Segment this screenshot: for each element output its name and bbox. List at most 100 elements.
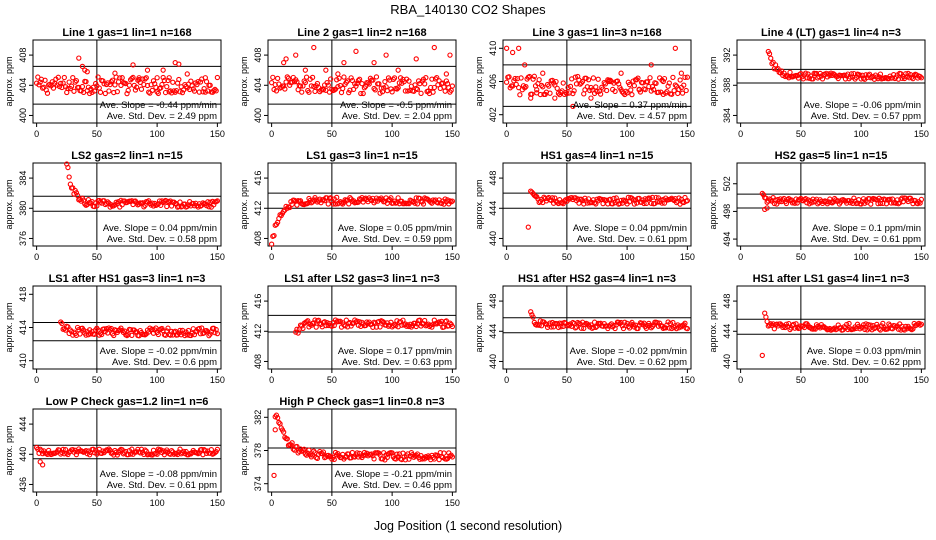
panel-title: Line 4 (LT) gas=1 lin=4 n=3 bbox=[761, 27, 901, 39]
data-point bbox=[589, 87, 595, 93]
y-tick-label: 382 bbox=[253, 410, 263, 425]
data-point bbox=[125, 87, 131, 94]
data-point bbox=[512, 75, 518, 82]
y-tick-label: 400 bbox=[253, 108, 263, 123]
data-point bbox=[126, 82, 133, 88]
data-point bbox=[816, 73, 822, 80]
data-point bbox=[377, 324, 383, 330]
data-point bbox=[682, 74, 688, 81]
data-point bbox=[150, 78, 157, 84]
data-point bbox=[660, 78, 666, 85]
data-point bbox=[587, 87, 593, 94]
data-point bbox=[155, 331, 161, 338]
data-point bbox=[293, 329, 299, 335]
data-point bbox=[320, 87, 327, 93]
y-tick-label: 408 bbox=[18, 48, 28, 63]
x-tick-label: 50 bbox=[92, 498, 102, 508]
data-point bbox=[50, 85, 57, 91]
y-tick-label: 412 bbox=[253, 324, 263, 339]
data-point bbox=[281, 429, 287, 435]
panel-title: HS1 after HS2 gas=4 lin=1 n=3 bbox=[518, 273, 676, 285]
data-point bbox=[376, 318, 382, 325]
data-point bbox=[547, 90, 553, 96]
chart-panel: Line 1 gas=1 lin=1 n=168 0 50 100 150 400 404 4… bbox=[4, 27, 225, 139]
x-tick-label: 150 bbox=[445, 252, 460, 262]
panel-title: Line 1 gas=1 lin=1 n=168 bbox=[62, 27, 191, 39]
slope-annotation: Ave. Slope = 0.04 ppm/min bbox=[573, 223, 687, 234]
data-point bbox=[449, 454, 456, 460]
data-point bbox=[400, 317, 406, 323]
data-point bbox=[73, 78, 80, 84]
data-point bbox=[766, 51, 773, 57]
y-tick-label: 448 bbox=[488, 171, 498, 186]
data-point bbox=[79, 83, 86, 90]
y-tick-label: 408 bbox=[253, 354, 263, 369]
y-tick-label: 440 bbox=[488, 354, 498, 369]
chart-panel: LS1 after LS2 gas=3 lin=1 n=3 0 50 100 150 40… bbox=[239, 273, 460, 385]
x-tick-label: 100 bbox=[620, 129, 635, 139]
data-point bbox=[442, 88, 448, 94]
data-point bbox=[71, 88, 77, 94]
y-tick-label: 384 bbox=[18, 171, 28, 186]
data-point bbox=[37, 79, 43, 85]
chart-panel: HS1 after LS1 gas=4 lin=1 n=3 0 50 100 150 44… bbox=[708, 273, 929, 385]
panel-title: HS2 gas=5 lin=1 n=15 bbox=[775, 150, 888, 162]
x-tick-label: 100 bbox=[150, 498, 165, 508]
data-point bbox=[846, 320, 852, 327]
data-point bbox=[570, 103, 576, 110]
data-point bbox=[614, 78, 621, 84]
y-tick-label: 378 bbox=[253, 443, 263, 458]
data-point bbox=[130, 74, 136, 81]
y-tick-label: 444 bbox=[488, 324, 498, 339]
data-point bbox=[554, 85, 560, 91]
y-tick-label: 444 bbox=[18, 417, 28, 432]
y-tick-label: 388 bbox=[722, 78, 732, 93]
data-point bbox=[653, 194, 659, 201]
figure-title: RBA_140130 CO2 Shapes bbox=[390, 2, 546, 17]
x-tick-label: 100 bbox=[620, 375, 635, 385]
x-tick-label: 150 bbox=[914, 252, 929, 262]
data-point bbox=[431, 44, 437, 51]
data-point bbox=[274, 415, 281, 421]
data-point bbox=[55, 74, 61, 80]
data-point bbox=[170, 332, 176, 338]
x-tick-label: 0 bbox=[269, 129, 274, 139]
data-point bbox=[329, 86, 335, 92]
data-point bbox=[36, 82, 42, 88]
data-point bbox=[91, 88, 98, 94]
data-point bbox=[768, 55, 774, 61]
y-tick-label: 502 bbox=[722, 176, 732, 191]
x-tick-label: 150 bbox=[210, 375, 225, 385]
data-point bbox=[106, 446, 112, 452]
data-point bbox=[281, 208, 287, 214]
data-point bbox=[199, 325, 205, 331]
data-point bbox=[443, 71, 450, 77]
data-point bbox=[388, 86, 394, 92]
data-point bbox=[189, 83, 195, 89]
data-point bbox=[526, 73, 533, 80]
slope-annotation: Ave. Slope = -0.06 ppm/min bbox=[804, 100, 921, 111]
data-point bbox=[417, 195, 423, 202]
x-tick-label: 150 bbox=[914, 375, 929, 385]
x-tick-label: 0 bbox=[269, 375, 274, 385]
slope-annotation: Ave. Slope = 0.1 ppm/min bbox=[812, 223, 921, 234]
x-tick-label: 50 bbox=[562, 252, 572, 262]
data-point bbox=[354, 80, 360, 87]
data-point bbox=[847, 74, 853, 80]
data-point bbox=[214, 330, 221, 337]
data-point bbox=[780, 324, 786, 331]
x-tick-label: 100 bbox=[620, 252, 635, 262]
x-tick-label: 150 bbox=[210, 129, 225, 139]
data-point bbox=[149, 200, 155, 206]
data-point bbox=[803, 70, 809, 76]
data-point bbox=[772, 62, 779, 68]
x-tick-label: 0 bbox=[269, 252, 274, 262]
data-point bbox=[211, 87, 217, 94]
data-point bbox=[165, 77, 171, 84]
data-point bbox=[579, 78, 586, 85]
data-point bbox=[135, 446, 141, 453]
y-tick-label: 494 bbox=[722, 232, 732, 247]
data-point bbox=[207, 199, 213, 205]
data-point bbox=[315, 317, 322, 323]
